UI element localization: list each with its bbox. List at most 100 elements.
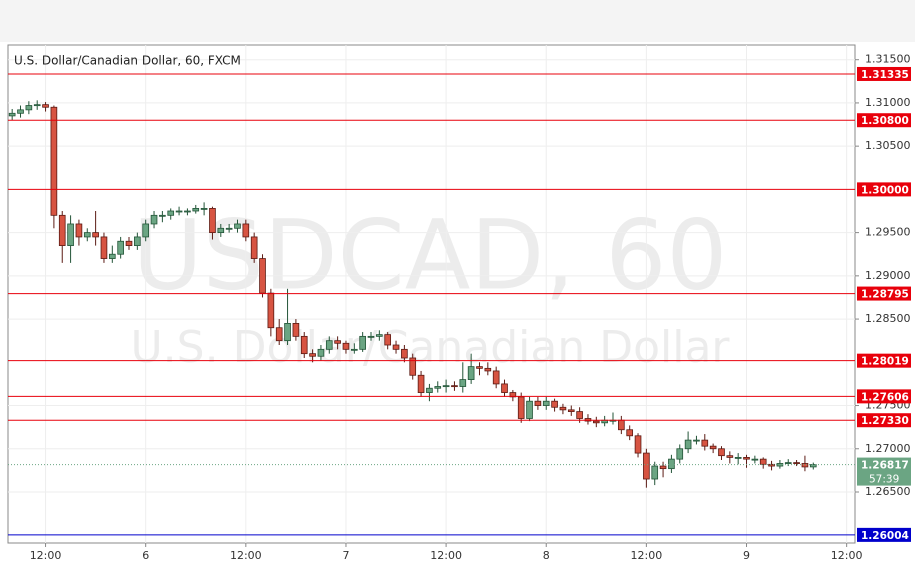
- candle-body: [83, 232, 91, 238]
- candle-body: [284, 322, 291, 342]
- candle-body: [167, 210, 175, 216]
- candle-body: [350, 348, 358, 351]
- candle-body: [259, 258, 266, 294]
- level-label-bg: [857, 66, 911, 81]
- top-bar: [0, 0, 915, 42]
- last-price-label: 1.26817: [861, 460, 909, 472]
- candle-body: [392, 344, 400, 350]
- candle-body: [25, 105, 33, 111]
- candle-body: [459, 379, 467, 387]
- level-label-bg: [857, 527, 911, 542]
- candle-body: [426, 387, 433, 393]
- x-tick-label: 12:00: [631, 549, 663, 562]
- candle-body: [726, 455, 734, 458]
- candle-body: [150, 214, 158, 225]
- x-tick-label: 12:00: [430, 549, 462, 562]
- candle-body: [342, 342, 350, 350]
- candle-body: [376, 334, 383, 337]
- candle-body: [709, 445, 717, 450]
- level-label-bg: [857, 182, 911, 197]
- watermark: USDCAD, 60: [133, 199, 728, 311]
- candle-body: [209, 208, 216, 234]
- candle-body: [651, 465, 659, 480]
- candle-body: [659, 465, 667, 470]
- candle-body: [334, 340, 341, 344]
- candle-body: [134, 236, 141, 246]
- candle-body: [75, 223, 83, 238]
- candle-body: [142, 223, 150, 238]
- candle-body: [292, 322, 300, 337]
- y-tick-label: 1.30500: [865, 139, 911, 152]
- candle-body: [108, 253, 116, 259]
- candle-body: [592, 420, 600, 424]
- level-label-bg: [857, 353, 911, 368]
- candle-body: [476, 366, 483, 369]
- y-tick-label: 1.31500: [865, 53, 911, 66]
- candle-body: [401, 348, 408, 359]
- candle-body: [567, 409, 575, 412]
- level-label-bg: [857, 389, 911, 404]
- x-tick-label: 8: [543, 549, 550, 562]
- candle-body: [117, 240, 124, 255]
- axes: 1.31500 1.31000 1.30500 1.29500 1.29000 1.285…: [30, 53, 911, 562]
- candle-body: [267, 292, 275, 329]
- candle-body: [676, 448, 684, 460]
- candle-body: [275, 327, 283, 342]
- level-label-bg: [857, 286, 911, 301]
- candle-body: [501, 383, 508, 393]
- candle-body: [668, 458, 675, 470]
- candle-body: [242, 223, 250, 238]
- candle-body: [250, 236, 258, 259]
- candle-body: [451, 385, 458, 388]
- candle-body: [759, 458, 767, 465]
- x-tick-label: 12:00: [831, 549, 863, 562]
- level-label: 1.30000: [861, 184, 909, 196]
- countdown: 57:39: [869, 474, 899, 486]
- level-label: 1.31335: [861, 69, 909, 81]
- candle-body: [718, 448, 725, 457]
- candle-body: [559, 406, 567, 411]
- x-tick-label: 6: [142, 549, 149, 562]
- candle-body: [325, 340, 333, 350]
- x-tick-label: 12:00: [30, 549, 62, 562]
- candle-body: [693, 439, 700, 442]
- candle-body: [801, 463, 809, 468]
- watermark-subtitle: U.S. Dollar/Canadian Dollar: [130, 322, 730, 373]
- candle-body: [576, 411, 583, 419]
- candle-body: [234, 223, 241, 229]
- candle-body: [184, 210, 191, 213]
- candle-body: [551, 400, 558, 408]
- candle-body: [442, 385, 450, 388]
- candle-body: [701, 439, 709, 447]
- candle-body: [534, 400, 542, 406]
- candle-body: [751, 458, 759, 461]
- y-tick-label: 1.27000: [865, 442, 911, 455]
- candle-body: [159, 214, 166, 217]
- candle-body: [542, 400, 550, 406]
- candle-body: [484, 367, 492, 372]
- candle-body: [384, 334, 392, 346]
- candle-body: [467, 366, 475, 380]
- candle-body: [743, 457, 750, 460]
- candle-body: [42, 104, 49, 108]
- candle-body: [8, 112, 16, 117]
- level-label: 1.28795: [861, 289, 909, 301]
- y-tick-label: 1.29500: [865, 226, 911, 239]
- candle-body: [367, 335, 375, 338]
- candle-body: [784, 462, 792, 464]
- candle-body: [626, 429, 634, 437]
- x-tick-label: 12:00: [230, 549, 262, 562]
- candle-body: [492, 370, 500, 385]
- level-label: 1.27330: [861, 415, 909, 427]
- candle-body: [434, 386, 442, 389]
- y-tick-label: 1.26500: [865, 485, 911, 498]
- candle-body: [225, 227, 233, 230]
- y-tick-label: 1.31000: [865, 96, 911, 109]
- candle-body: [809, 464, 817, 468]
- candle-body: [200, 208, 208, 210]
- candle-body: [92, 232, 99, 238]
- candle-body: [192, 208, 200, 212]
- level-label: 1.26004: [861, 530, 909, 542]
- candle-body: [67, 223, 74, 246]
